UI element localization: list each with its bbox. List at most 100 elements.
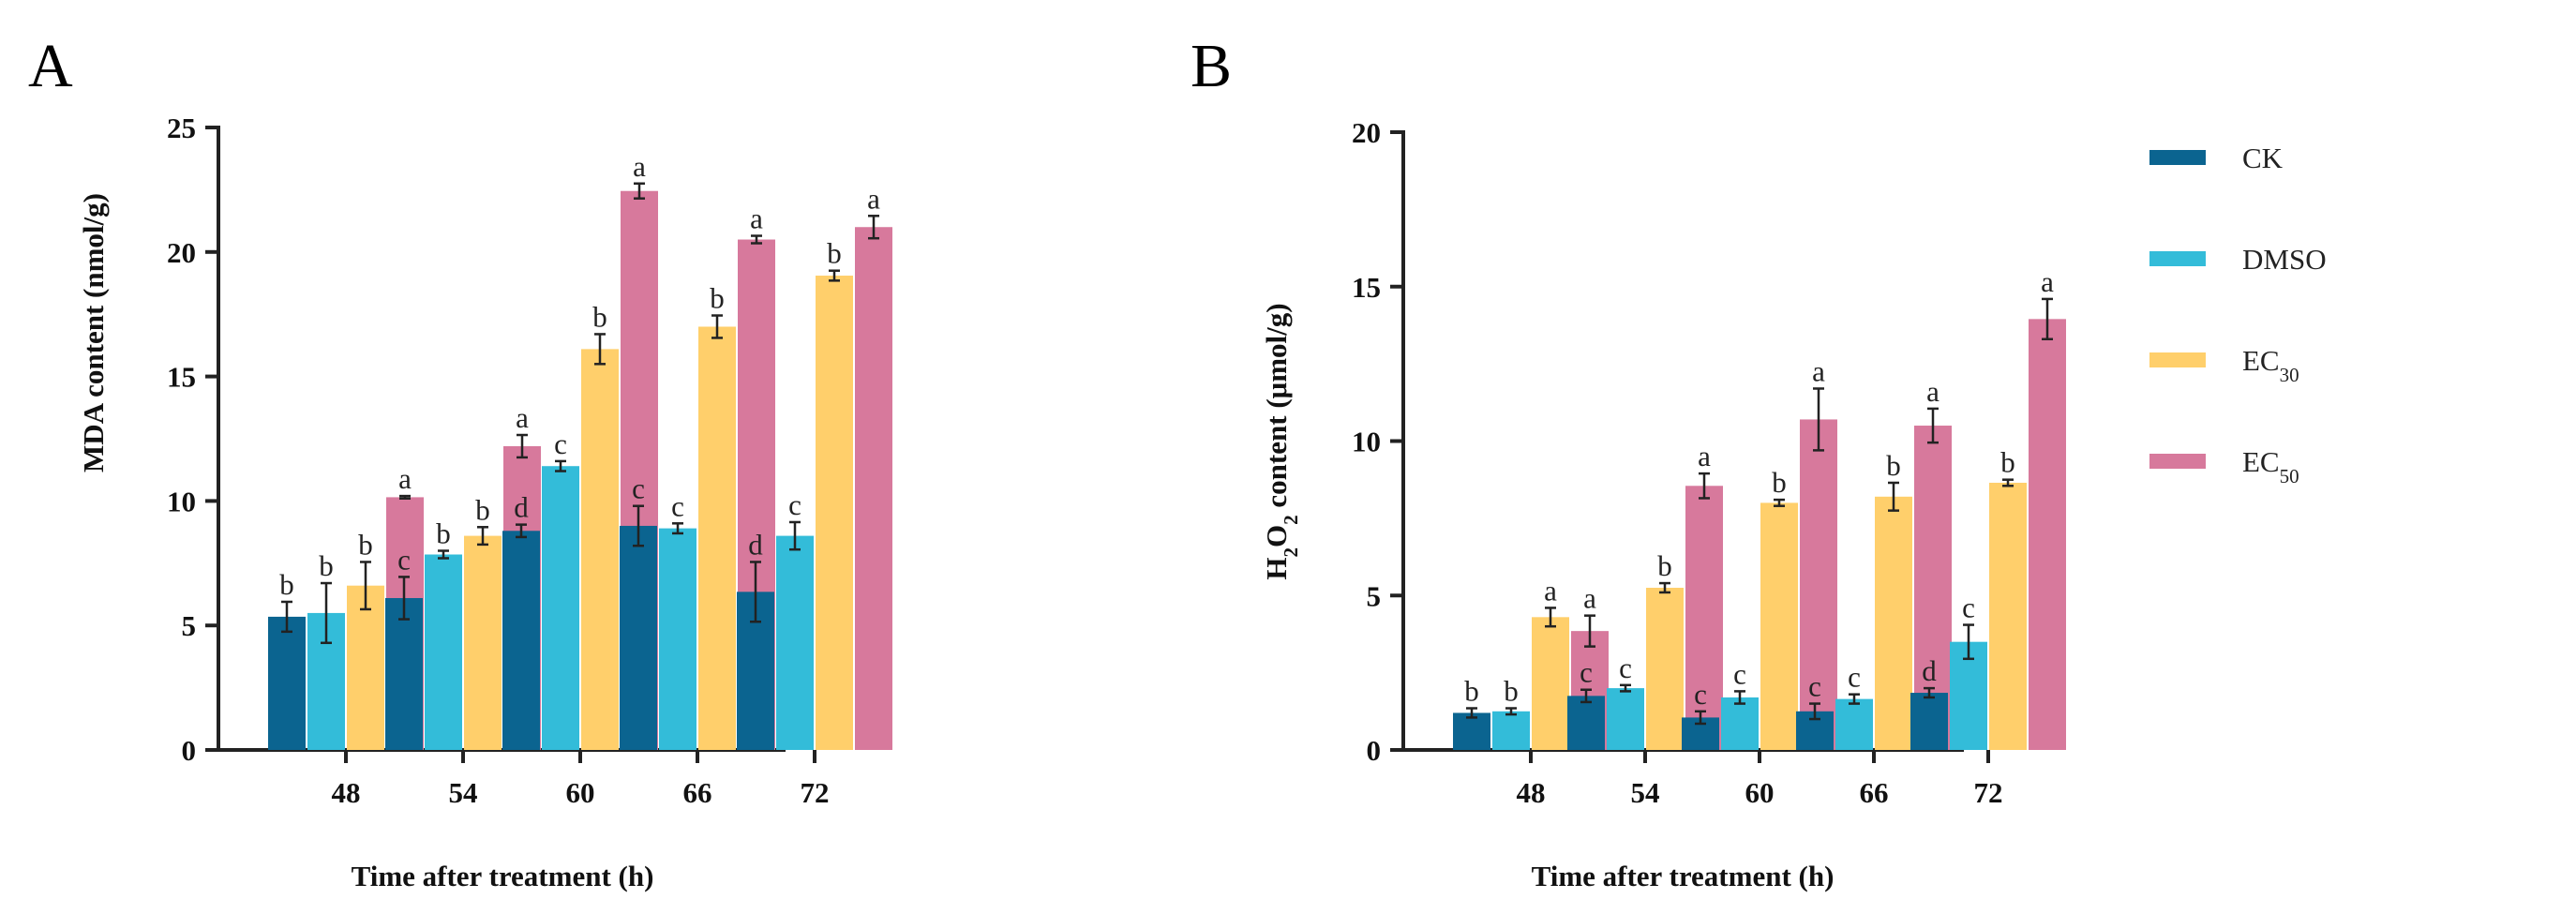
a-sig-ck-72: d bbox=[748, 528, 763, 561]
a-sig-dmso-48: b bbox=[319, 549, 334, 582]
a-xtick-label-48: 48 bbox=[332, 776, 361, 809]
a-sig-ec50-54: a bbox=[516, 401, 529, 434]
a-ytick-label-25: 25 bbox=[167, 112, 196, 144]
b-sig-ck-60: c bbox=[1694, 678, 1707, 711]
a-sig-ec50-66: a bbox=[750, 202, 763, 235]
b-sig-dmso-72: c bbox=[1962, 592, 1975, 624]
a-xtick-label-72: 72 bbox=[801, 776, 830, 809]
ylabel-h: H bbox=[1260, 557, 1293, 579]
b-sig-ck-66: c bbox=[1808, 670, 1821, 703]
a-ytick-label-20: 20 bbox=[167, 236, 196, 269]
legend-label-ec30: EC30 bbox=[2242, 344, 2299, 386]
b-bar-dmso-48 bbox=[1492, 711, 1530, 750]
a-ytick-label-0: 0 bbox=[182, 734, 197, 767]
b-xtick-label-60: 60 bbox=[1745, 776, 1775, 809]
a-ytick-label-15: 15 bbox=[167, 361, 196, 394]
ylabel-o: O bbox=[1260, 525, 1293, 547]
b-bar-ec50-72 bbox=[2029, 319, 2066, 750]
panel-b-letter: B bbox=[1191, 32, 1232, 100]
a-bar-dmso-72 bbox=[776, 535, 814, 750]
a-sig-ck-66: c bbox=[632, 472, 645, 505]
ylabel-sub-2a: 2 bbox=[1280, 547, 1302, 558]
a-sig-ck-48: b bbox=[279, 568, 294, 601]
ylabel-sub-2b: 2 bbox=[1280, 515, 1302, 525]
a-bar-ck-66 bbox=[620, 525, 657, 750]
a-xtick-label-66: 66 bbox=[683, 776, 712, 809]
a-ytick-label-5: 5 bbox=[182, 609, 197, 642]
a-bar-ec50-72 bbox=[855, 227, 892, 751]
b-xtick-label-54: 54 bbox=[1631, 776, 1660, 809]
b-bar-ec30-66 bbox=[1875, 496, 1912, 750]
panel-a-letter: A bbox=[28, 32, 73, 100]
a-sig-ec30-66: b bbox=[710, 282, 725, 315]
a-bar-ec30-66 bbox=[698, 326, 736, 750]
b-sig-dmso-54: c bbox=[1619, 652, 1632, 684]
b-sig-ck-54: c bbox=[1580, 656, 1593, 689]
b-sig-ec50-66: a bbox=[1926, 375, 1939, 408]
b-bar-ec30-54 bbox=[1646, 588, 1684, 750]
b-sig-ec30-60: b bbox=[1772, 466, 1787, 499]
b-sig-ck-72: d bbox=[1922, 654, 1937, 687]
b-bar-ec30-72 bbox=[1989, 482, 2027, 750]
panel-a-xlabel: Time after treatment (h) bbox=[352, 860, 654, 892]
b-xtick-label-66: 66 bbox=[1860, 776, 1889, 809]
b-sig-ec30-48: a bbox=[1544, 574, 1557, 607]
panel-a-ylabel: MDA content (nmol/g) bbox=[77, 193, 110, 472]
a-bar-ec30-72 bbox=[816, 276, 853, 750]
b-bar-ec50-60 bbox=[1800, 419, 1837, 750]
panel-b-ylabel: H2O2 content (μmol/g) bbox=[1260, 303, 1302, 579]
a-bar-ck-60 bbox=[502, 531, 540, 750]
b-ytick-label-5: 5 bbox=[1367, 579, 1382, 612]
a-bar-ec30-54 bbox=[464, 535, 502, 750]
legend-label-ck: CK bbox=[2242, 142, 2284, 174]
b-sig-ec50-48: a bbox=[1583, 582, 1596, 615]
a-bar-ec30-48 bbox=[347, 585, 384, 750]
b-xtick-label-48: 48 bbox=[1517, 776, 1546, 809]
b-bar-dmso-66 bbox=[1835, 698, 1873, 750]
a-sig-dmso-54: b bbox=[436, 517, 451, 550]
b-xtick-label-72: 72 bbox=[1974, 776, 2003, 809]
b-bar-ck-72 bbox=[1910, 693, 1948, 750]
a-bar-dmso-60 bbox=[542, 466, 579, 750]
legend-label-dmso: DMSO bbox=[2242, 243, 2327, 276]
a-sig-ec50-60: a bbox=[633, 150, 646, 183]
a-sig-ec30-60: b bbox=[592, 300, 607, 333]
legend-sub-ec50: 50 bbox=[2280, 465, 2299, 487]
b-sig-ec50-54: a bbox=[1698, 440, 1711, 472]
a-sig-ec30-48: b bbox=[358, 528, 373, 561]
b-sig-dmso-66: c bbox=[1848, 661, 1861, 694]
a-bar-dmso-66 bbox=[659, 528, 696, 750]
b-sig-ec30-72: b bbox=[2000, 446, 2015, 479]
ylabel-rest: content (μmol/g) bbox=[1260, 303, 1293, 515]
a-sig-dmso-66: c bbox=[671, 489, 684, 522]
a-xtick-label-60: 60 bbox=[566, 776, 595, 809]
a-ytick-label-10: 10 bbox=[167, 485, 196, 517]
a-bar-ec30-60 bbox=[581, 349, 619, 750]
legend-swatch-ck bbox=[2149, 150, 2206, 165]
b-ytick-label-20: 20 bbox=[1352, 116, 1381, 149]
b-sig-ec50-60: a bbox=[1812, 354, 1825, 387]
a-sig-ck-54: c bbox=[397, 543, 411, 576]
a-sig-ck-60: d bbox=[514, 491, 529, 524]
legend-text-ec30: EC bbox=[2242, 344, 2280, 377]
b-ytick-label-0: 0 bbox=[1367, 734, 1382, 767]
b-bar-ec30-60 bbox=[1760, 502, 1798, 750]
legend-swatch-ec50 bbox=[2149, 454, 2206, 469]
legend-swatch-ec30 bbox=[2149, 352, 2206, 367]
b-sig-ec50-72: a bbox=[2041, 265, 2054, 298]
b-bar-ck-54 bbox=[1567, 696, 1605, 750]
a-bar-ck-54 bbox=[385, 597, 423, 750]
b-bar-dmso-60 bbox=[1721, 697, 1759, 750]
a-sig-ec50-48: a bbox=[398, 462, 412, 495]
legend-label-ec50: EC50 bbox=[2242, 445, 2299, 487]
b-bar-dmso-54 bbox=[1607, 688, 1644, 750]
legend-text-dmso: DMSO bbox=[2242, 243, 2327, 276]
legend-swatch-dmso bbox=[2149, 251, 2206, 266]
legend-text-ec50: EC bbox=[2242, 445, 2280, 478]
a-sig-ec30-54: b bbox=[475, 493, 490, 526]
